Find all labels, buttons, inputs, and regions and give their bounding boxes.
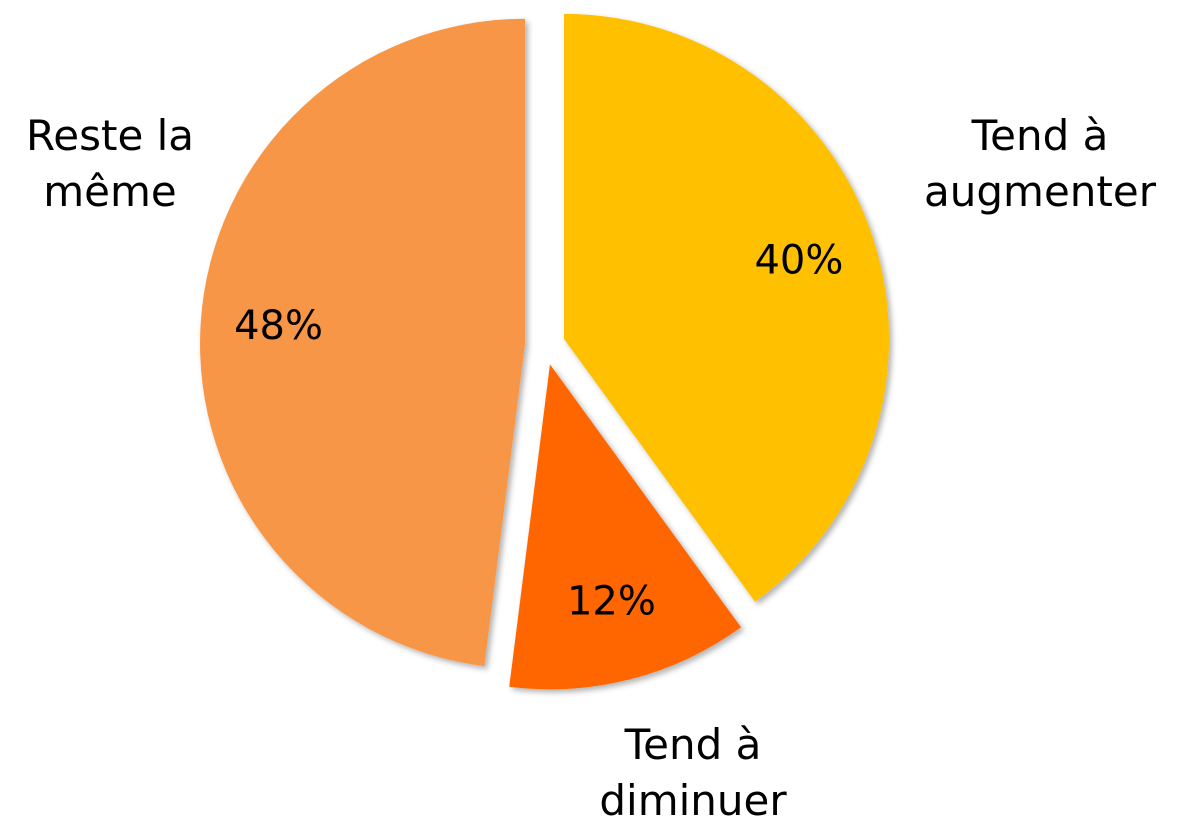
pie-slice: [509, 364, 742, 690]
category-label: Tend à augmenter: [924, 111, 1157, 216]
category-label-line: Tend à: [624, 720, 762, 769]
category-label-line: Reste la: [26, 111, 194, 160]
category-label: Reste la même: [26, 111, 194, 216]
value-label: 40%: [754, 237, 843, 283]
value-label: 48%: [234, 303, 323, 349]
category-label-line: Tend à: [971, 111, 1109, 160]
category-label-line: même: [43, 167, 177, 216]
category-label-line: augmenter: [924, 167, 1157, 216]
pie-slice: [200, 18, 526, 667]
pie-slice: [564, 13, 890, 602]
category-label: Tend à diminuer: [599, 720, 787, 825]
category-label-line: diminuer: [599, 776, 787, 825]
value-label: 12%: [567, 579, 656, 625]
